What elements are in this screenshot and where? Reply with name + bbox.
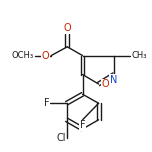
Text: O: O [41, 51, 49, 60]
Text: O: O [101, 79, 109, 89]
Text: Cl: Cl [55, 133, 66, 143]
Text: O: O [101, 79, 109, 89]
Text: CH₃: CH₃ [132, 51, 147, 60]
Text: N: N [110, 75, 118, 85]
Text: O: O [42, 51, 49, 60]
Text: Cl: Cl [56, 133, 66, 143]
Text: OCH₃: OCH₃ [11, 51, 33, 60]
Text: O: O [63, 23, 71, 33]
Text: OCH₃: OCH₃ [10, 51, 33, 60]
Text: F: F [79, 120, 86, 130]
Text: CH₃: CH₃ [132, 51, 148, 60]
Text: N: N [110, 75, 118, 85]
Text: O: O [63, 23, 71, 33]
Text: F: F [43, 98, 49, 108]
Text: F: F [80, 120, 85, 130]
Text: F: F [43, 98, 49, 108]
